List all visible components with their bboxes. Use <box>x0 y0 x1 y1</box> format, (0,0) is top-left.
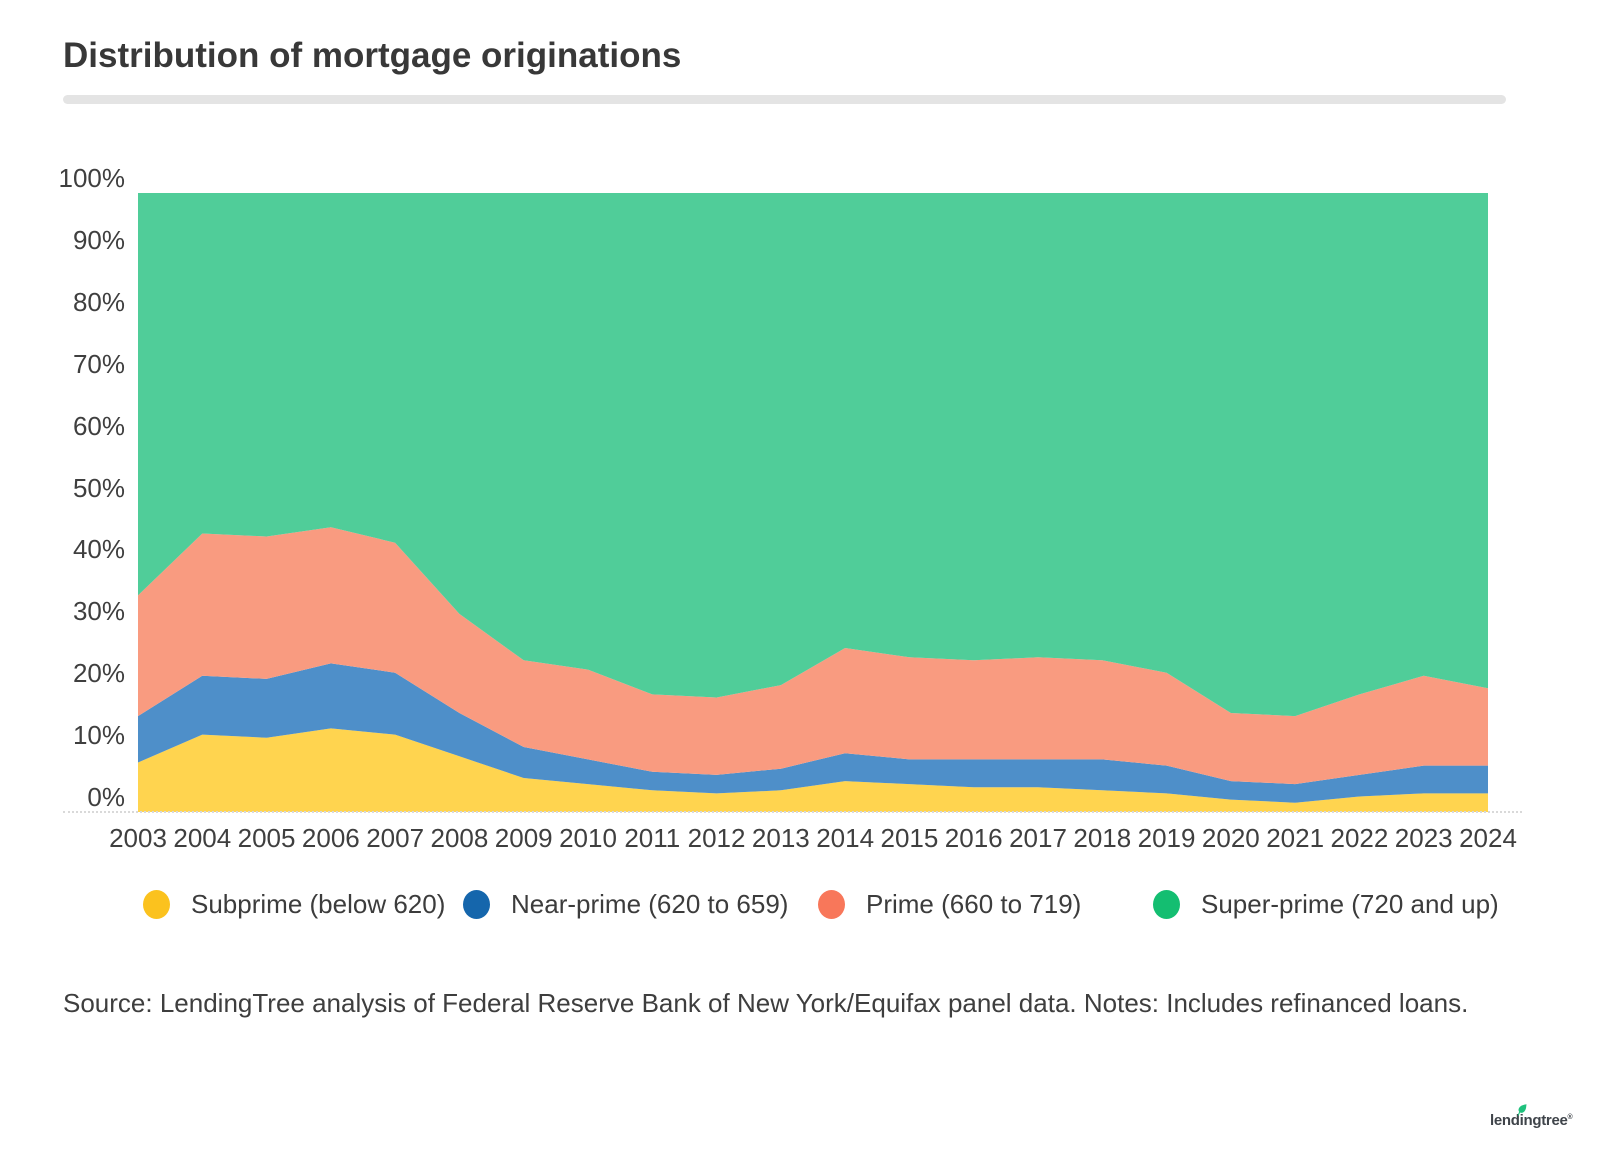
legend-swatch-near-prime-icon <box>463 889 490 919</box>
area-super-prime <box>138 193 1488 717</box>
area-near-prime <box>138 663 1488 803</box>
x-axis-label: 2004 <box>173 823 232 853</box>
x-axis-baseline <box>63 811 1522 813</box>
x-axis-label: 2015 <box>880 823 939 853</box>
title-divider <box>63 95 1506 104</box>
x-axis-label: 2016 <box>944 823 1003 853</box>
legend-item-prime: Prime (660 to 719) <box>818 888 1081 920</box>
legend-label: Prime (660 to 719) <box>866 888 1082 919</box>
x-axis-label: 2018 <box>1073 823 1132 853</box>
y-axis-label: 70% <box>72 348 125 379</box>
y-axis-label: 10% <box>72 720 125 751</box>
x-axis-label: 2012 <box>687 823 746 853</box>
legend-item-subprime: Subprime (below 620) <box>143 888 445 920</box>
x-axis-label: 2013 <box>751 823 810 853</box>
lendingtree-logo: lendingtree® <box>1490 1104 1580 1138</box>
x-axis-label: 2024 <box>1459 823 1517 853</box>
x-axis-label: 2014 <box>816 823 875 853</box>
x-axis-label: 2006 <box>301 823 360 853</box>
y-axis-label: 60% <box>72 410 125 441</box>
x-axis-label: 2011 <box>624 823 681 853</box>
y-axis-label: 80% <box>72 286 125 317</box>
x-axis-label: 2007 <box>366 823 425 853</box>
x-axis-label: 2009 <box>494 823 553 853</box>
x-axis-label: 2005 <box>237 823 296 853</box>
area-subprime <box>138 728 1488 812</box>
x-axis-label: 2023 <box>1394 823 1453 853</box>
logo-text: lendingtree <box>1490 1112 1568 1129</box>
y-axis-label: 90% <box>72 224 125 255</box>
y-axis-label: 20% <box>72 658 125 689</box>
legend-label: Near-prime (620 to 659) <box>511 888 789 919</box>
legend-item-near-prime: Near-prime (620 to 659) <box>463 888 788 920</box>
area-prime <box>138 527 1488 785</box>
x-axis-label: 2020 <box>1201 823 1260 853</box>
y-axis-label: 100% <box>58 163 126 193</box>
page-title: Distribution of mortgage originations <box>63 36 682 75</box>
legend-label: Super-prime (720 and up) <box>1201 888 1499 919</box>
y-axis-label: 30% <box>72 596 125 627</box>
legend-swatch-subprime-icon <box>143 889 170 919</box>
legend-label: Subprime (below 620) <box>191 888 446 919</box>
x-axis-label: 2019 <box>1137 823 1196 853</box>
x-axis-label: 2021 <box>1266 823 1325 853</box>
legend-swatch-super-prime-icon <box>1153 889 1180 919</box>
y-axis-label: 0% <box>87 782 125 812</box>
x-axis-label: 2010 <box>559 823 617 853</box>
source-note: Source: LendingTree analysis of Federal … <box>63 988 1469 1018</box>
registered-mark: ® <box>1567 1114 1573 1121</box>
x-axis-label: 2017 <box>1009 823 1067 853</box>
legend-item-super-prime: Super-prime (720 and up) <box>1153 888 1499 920</box>
x-axis-label: 2022 <box>1330 823 1389 853</box>
legend-swatch-prime-icon <box>818 889 845 919</box>
leaf-icon <box>1517 1104 1527 1116</box>
y-axis-label: 40% <box>72 534 125 565</box>
x-axis-label: 2003 <box>109 823 167 853</box>
x-axis-label: 2008 <box>430 823 489 853</box>
y-axis-label: 50% <box>72 472 125 503</box>
